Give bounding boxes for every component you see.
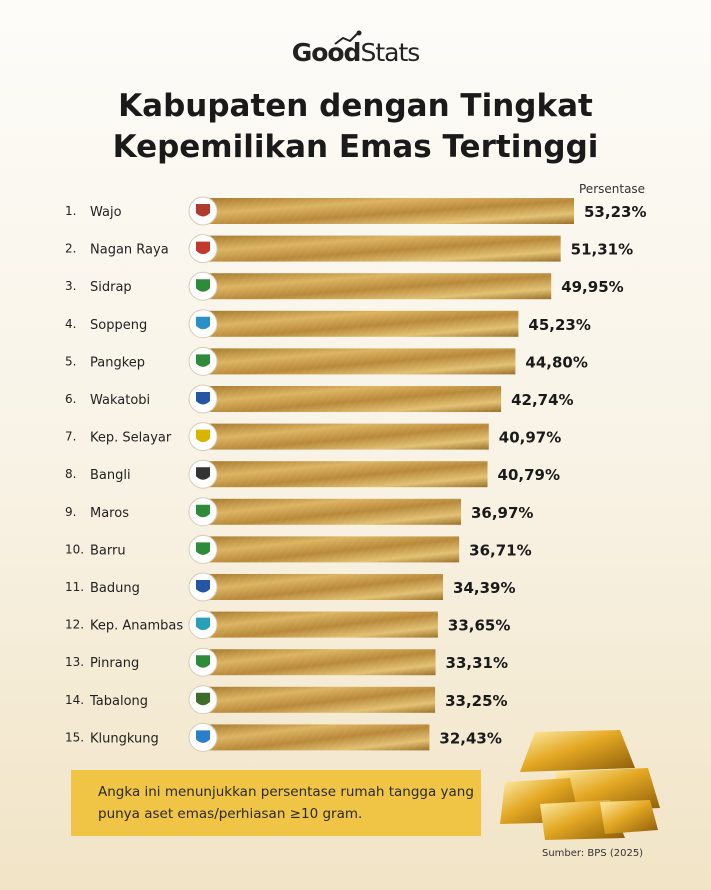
rank-label: 14.: [65, 693, 84, 707]
klungkung-emblem-icon: [196, 730, 210, 743]
badung-emblem-icon: [196, 580, 210, 593]
category-label: Tabalong: [89, 694, 148, 709]
column-header-persentase: Persentase: [579, 182, 646, 196]
category-label: Nagan Raya: [90, 243, 169, 258]
trend-line-icon: [334, 30, 362, 45]
category-label: Kep. Anambas: [90, 619, 183, 634]
bar-chart: 1. Wajo 53,23% 2. Nagan Raya 51,31% 3. Sidrap 49…: [65, 196, 646, 752]
source-note: Sumber: BPS (2025): [542, 848, 644, 859]
rank-label: 1.: [65, 204, 76, 218]
maros-emblem-icon: [196, 504, 210, 518]
goodstats-logo: GoodStats: [0, 38, 711, 67]
value-label: 49,95%: [561, 278, 623, 296]
category-label: Bangli: [90, 468, 131, 483]
wakatobi-emblem-icon: [196, 392, 210, 405]
category-label: Sidrap: [90, 280, 132, 295]
rank-label: 7.: [65, 430, 76, 444]
value-label: 51,31%: [571, 241, 633, 259]
bar-texture: [204, 386, 502, 412]
rank-label: 8.: [65, 467, 76, 481]
rank-label: 5.: [65, 354, 76, 368]
rank-label: 12.: [65, 618, 84, 632]
value-label: 32,43%: [439, 729, 501, 747]
note-text: Angka ini menunjukkan persentase rumah t…: [98, 784, 474, 822]
rank-label: 15.: [65, 730, 84, 744]
rank-label: 3.: [65, 279, 76, 293]
rank-label: 6.: [65, 392, 76, 406]
pinrang-emblem-icon: [196, 655, 210, 668]
category-label: Kep. Selayar: [90, 431, 172, 446]
category-label: Pangkep: [90, 355, 145, 370]
kep-selayar-emblem-icon: [196, 429, 210, 443]
logo-good-text: Good: [291, 38, 362, 67]
rank-label: 2.: [65, 242, 76, 256]
bar-texture: [204, 498, 461, 525]
bangli-emblem-icon: [196, 467, 210, 480]
pangkep-emblem-icon: [196, 354, 210, 367]
value-label: 44,80%: [525, 353, 587, 371]
bar-texture: [204, 724, 430, 751]
title-line-2: Kepemilikan Emas Tertinggi: [112, 129, 599, 165]
sidrap-emblem-icon: [196, 279, 210, 292]
value-label: 45,23%: [528, 316, 590, 334]
kep-anambas-emblem-icon: [196, 617, 210, 631]
info-note: Angka ini menunjukkan persentase rumah t…: [71, 770, 481, 836]
bar-texture: [204, 686, 436, 713]
rank-label: 10.: [65, 542, 84, 556]
category-label: Wakatobi: [90, 393, 150, 408]
category-label: Barru: [90, 543, 126, 558]
bar-texture: [204, 235, 561, 262]
value-label: 36,71%: [469, 541, 531, 559]
page-title: Kabupaten dengan Tingkat Kepemilikan Ema…: [0, 86, 711, 168]
bar-texture: [204, 611, 438, 638]
bar-texture: [204, 574, 444, 600]
category-label: Wajo: [90, 205, 122, 220]
bar-texture: [204, 310, 519, 337]
rank-label: 11.: [65, 580, 84, 594]
bar-texture: [204, 198, 574, 224]
category-label: Soppeng: [90, 318, 147, 333]
rank-label: 9.: [65, 505, 76, 519]
category-label: Pinrang: [90, 656, 139, 671]
bar-texture: [204, 423, 489, 450]
gold-bars-illustration: [500, 730, 660, 840]
value-label: 34,39%: [453, 579, 515, 597]
rank-label: 4.: [65, 317, 76, 331]
category-label: Maros: [90, 506, 129, 521]
bar-texture: [204, 536, 460, 563]
nagan-raya-emblem-icon: [196, 241, 210, 255]
rank-label: 13.: [65, 655, 84, 669]
soppeng-emblem-icon: [196, 316, 210, 330]
value-label: 33,25%: [445, 692, 507, 710]
wajo-emblem-icon: [196, 204, 210, 217]
value-label: 36,97%: [471, 504, 533, 522]
bar-texture: [204, 348, 516, 375]
value-label: 40,97%: [499, 429, 561, 447]
title-line-1: Kabupaten dengan Tingkat: [118, 88, 593, 124]
tabalong-emblem-icon: [196, 692, 210, 706]
barru-emblem-icon: [196, 542, 210, 555]
logo-stats-text: Stats: [360, 38, 420, 67]
bar-texture: [204, 273, 552, 300]
bar-texture: [204, 649, 436, 676]
value-label: 33,65%: [448, 617, 510, 635]
bar-texture: [204, 461, 488, 488]
value-label: 42,74%: [511, 391, 573, 409]
value-label: 53,23%: [584, 203, 646, 221]
category-label: Klungkung: [90, 731, 159, 746]
value-label: 40,79%: [498, 466, 560, 484]
value-label: 33,31%: [446, 654, 508, 672]
category-label: Badung: [90, 581, 140, 596]
